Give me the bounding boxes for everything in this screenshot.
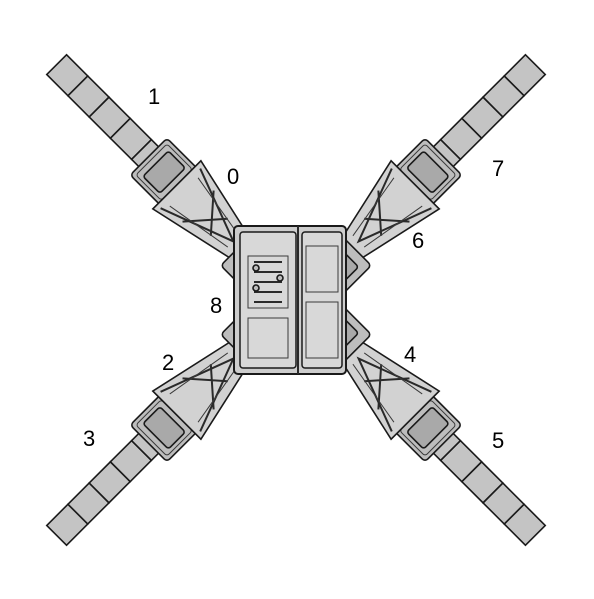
label-joint-7: 7 — [492, 156, 504, 181]
label-joint-8: 8 — [210, 293, 222, 318]
label-joint-0: 0 — [227, 164, 239, 189]
control-board — [247, 245, 339, 359]
label-joint-1: 1 — [148, 84, 160, 109]
label-joint-3: 3 — [83, 426, 95, 451]
label-joint-4: 4 — [404, 342, 416, 367]
label-joint-2: 2 — [162, 350, 174, 375]
label-joint-6: 6 — [412, 228, 424, 253]
central-body — [233, 225, 347, 375]
label-joint-5: 5 — [492, 428, 504, 453]
